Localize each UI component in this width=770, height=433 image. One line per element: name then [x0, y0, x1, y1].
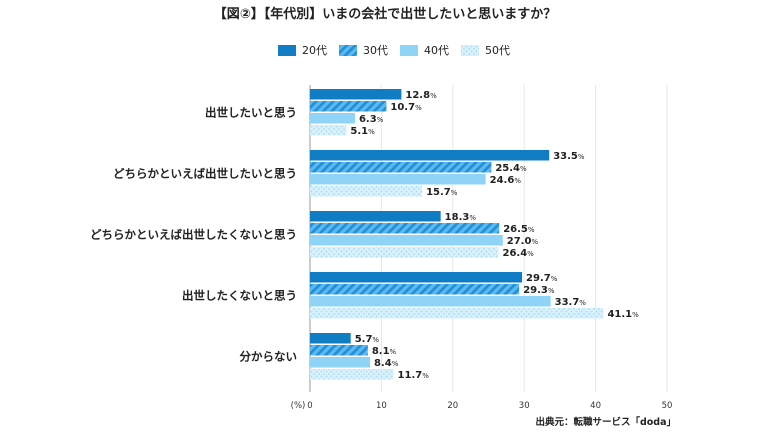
category-label: 出世したいと思う	[205, 105, 297, 119]
data-label: 5.7%	[355, 334, 380, 345]
data-label: 41.1%	[607, 309, 639, 320]
legend: 20代 30代 40代 50代	[278, 44, 510, 57]
bar	[310, 296, 551, 307]
data-label: 11.7%	[398, 370, 430, 381]
data-label: 33.5%	[553, 151, 585, 162]
legend-swatch-3	[400, 45, 418, 56]
data-label: 6.3%	[359, 114, 384, 125]
legend-label-3: 40代	[424, 44, 449, 57]
x-tick-label: 30	[519, 401, 530, 411]
legend-label-1: 20代	[302, 44, 327, 57]
bar	[310, 150, 550, 161]
data-label: 10.7%	[390, 102, 422, 113]
data-label: 12.8%	[405, 90, 437, 101]
bar	[310, 235, 503, 246]
bar	[310, 211, 441, 222]
bar	[310, 223, 500, 234]
legend-label-4: 50代	[485, 44, 510, 57]
data-label: 26.5%	[503, 224, 535, 235]
bar	[310, 333, 351, 344]
bar	[310, 101, 387, 112]
data-label: 15.7%	[426, 187, 458, 198]
legend-swatch-4	[461, 45, 479, 56]
bars: 12.8%10.7% 6.3%5.1% 33.5% 25.4%24.6% 15.7% 18…	[310, 89, 639, 381]
x-axis: 0 10 20 30 40 50	[307, 401, 672, 411]
bar	[310, 284, 520, 295]
bar	[310, 113, 355, 124]
bar	[310, 125, 347, 136]
x-tick-label: 50	[662, 401, 673, 411]
source-note: 出典元：転職サービス「doda」	[535, 416, 676, 428]
bar	[310, 89, 402, 100]
x-tick-label: 0	[307, 401, 312, 411]
bar	[310, 369, 394, 380]
bar	[310, 162, 492, 173]
x-axis-label: (%)	[291, 401, 306, 411]
chart-title: 【図②】【年代別】いまの会社で出世したいと思いますか？	[214, 6, 557, 22]
data-label: 5.1%	[350, 126, 375, 137]
x-tick-label: 20	[447, 401, 458, 411]
legend-swatch-1	[278, 45, 296, 56]
legend-swatch-2	[339, 45, 357, 56]
category-label: どちらかといえば出世したくないと思う	[90, 227, 297, 241]
data-label: 27.0%	[507, 236, 539, 247]
data-label: 8.4%	[374, 358, 399, 369]
bar	[310, 357, 370, 368]
x-tick-label: 10	[376, 401, 387, 411]
data-label: 29.3%	[523, 285, 555, 296]
bar	[310, 308, 604, 319]
data-label: 25.4%	[495, 163, 527, 174]
legend-label-2: 30代	[363, 44, 388, 57]
category-label: 分からない	[240, 349, 298, 363]
category-label: どちらかといえば出世したいと思う	[113, 166, 297, 180]
data-label: 8.1%	[372, 346, 397, 357]
x-tick-label: 40	[590, 401, 601, 411]
bar	[310, 186, 423, 197]
category-label: 出世したくないと思う	[182, 288, 297, 302]
data-label: 18.3%	[445, 212, 477, 223]
bar	[310, 345, 368, 356]
category-labels: 出世したいと思うどちらかといえば出世したいと思うどちらかといえば出世したくないと…	[90, 105, 297, 363]
data-label: 29.7%	[526, 273, 558, 284]
bar	[310, 247, 499, 258]
bar	[310, 272, 523, 283]
data-label: 26.4%	[502, 248, 534, 259]
data-label: 24.6%	[490, 175, 522, 186]
data-label: 33.7%	[555, 297, 587, 308]
bar	[310, 174, 486, 185]
